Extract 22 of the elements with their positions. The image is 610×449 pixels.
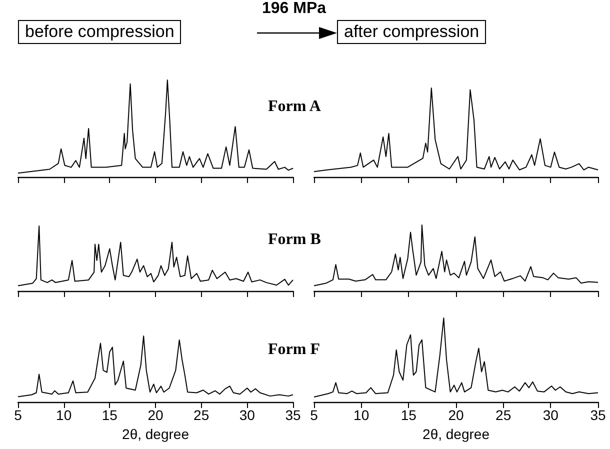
x-tick-label: 5 (310, 407, 318, 423)
x-tick-label: 10 (56, 407, 72, 423)
x-axis-title: 2θ, degree (422, 426, 490, 442)
x-tick-label: 10 (354, 407, 370, 423)
x-tick-label: 15 (400, 407, 417, 423)
x-tick-label: 20 (148, 407, 164, 423)
x-tick-label: 25 (194, 407, 210, 423)
x-axis-title: 2θ, degree (122, 426, 190, 442)
text: after compression (337, 20, 486, 44)
text: Form A (268, 98, 321, 116)
x-tick-label: 25 (496, 407, 512, 423)
x-tick-label: 30 (542, 407, 559, 423)
text: before compression (18, 20, 182, 44)
x-tick-label: 20 (448, 407, 464, 423)
chart-title: Form F (268, 341, 320, 359)
x-tick-label: 5 (14, 407, 22, 423)
x-tick-label: 30 (239, 407, 256, 423)
x-tick-label: 35 (590, 407, 606, 423)
x-tick-label: 35 (285, 407, 301, 423)
x-tick-label: 15 (102, 407, 118, 423)
text: 196 MPa (262, 0, 326, 18)
chart-title: Form B (268, 231, 321, 249)
